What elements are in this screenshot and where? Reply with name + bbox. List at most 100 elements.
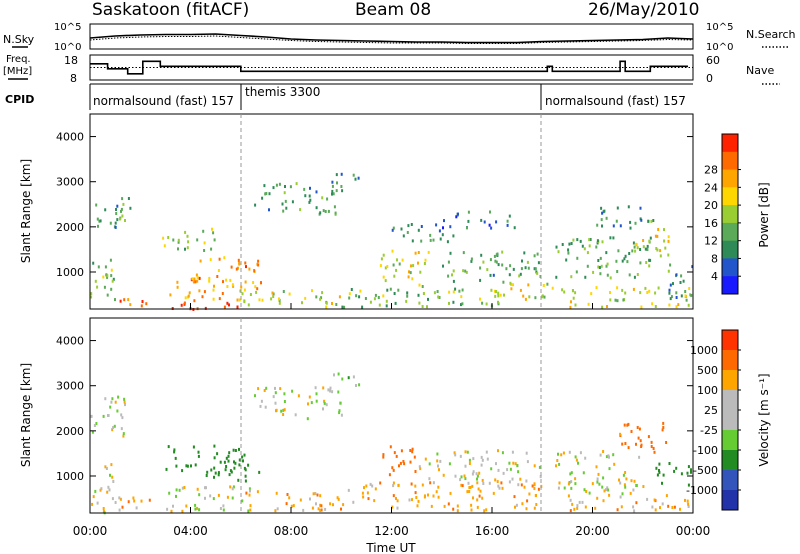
power-cell	[680, 274, 683, 278]
power-cell	[397, 288, 400, 292]
velocity-cell	[329, 386, 332, 390]
power-cell	[406, 291, 409, 295]
power-cell	[191, 277, 194, 281]
velocity-cell	[437, 464, 439, 468]
velocity-cell	[314, 386, 317, 390]
power-cell	[382, 253, 385, 257]
station-title: Saskatoon (fitACF)	[92, 0, 249, 20]
velocity-cell	[563, 486, 566, 490]
power-cell	[494, 259, 497, 263]
power-cell	[639, 261, 642, 265]
velocity-cell	[226, 495, 229, 499]
power-cell	[398, 262, 401, 266]
velocity-cell	[362, 495, 365, 499]
velocity-cell	[605, 455, 608, 459]
velocity-cell	[511, 450, 514, 454]
power-colorbar-tick-label: 8	[711, 252, 718, 265]
velocity-cell	[123, 400, 126, 404]
power-cell	[311, 289, 313, 293]
power-cell	[586, 264, 589, 268]
power-cells	[90, 172, 694, 311]
velocity-cell	[174, 456, 177, 460]
power-cell	[257, 263, 260, 267]
velocity-cell	[456, 509, 459, 513]
power-cell	[211, 227, 213, 231]
velocity-cell	[133, 499, 136, 503]
velocity-cell	[238, 463, 241, 467]
power-cell	[284, 199, 287, 203]
velocity-cell	[323, 399, 326, 403]
velocity-cell	[650, 440, 653, 444]
xtick-label: 00:00	[73, 524, 108, 538]
power-cell	[208, 279, 211, 283]
velocity-cell	[585, 490, 588, 493]
velocity-cell	[456, 504, 459, 508]
power-cell	[646, 291, 649, 294]
power-cell	[614, 298, 617, 302]
velocity-cell	[388, 473, 391, 477]
power-cell	[609, 236, 612, 240]
power-cell	[412, 264, 415, 268]
power-cell	[645, 261, 648, 264]
power-cell	[615, 219, 618, 223]
power-cell	[675, 291, 678, 295]
power-cell	[271, 291, 274, 295]
power-colorbar-tick-label: 20	[704, 199, 718, 212]
power-cell	[237, 266, 239, 270]
power-cell	[109, 258, 112, 262]
velocity-cell	[91, 430, 94, 434]
power-cell	[650, 219, 653, 223]
velocity-cell	[260, 399, 263, 403]
power-cell	[198, 276, 201, 280]
power-cell	[501, 263, 504, 267]
xtick-label: 00:00	[676, 524, 711, 538]
power-cell	[634, 242, 637, 246]
velocity-cell	[635, 501, 638, 505]
power-cell	[648, 289, 651, 293]
velocity-cell	[555, 464, 557, 468]
power-cell	[112, 277, 115, 281]
velocity-cell	[467, 481, 470, 485]
power-cell	[275, 183, 278, 187]
power-cell	[622, 298, 625, 302]
power-cell	[94, 279, 97, 283]
velocity-cell	[468, 458, 471, 462]
power-cell	[621, 259, 624, 263]
power-cell	[494, 289, 496, 293]
velocity-cell	[395, 454, 398, 458]
power-cell	[129, 303, 132, 307]
power-cell	[361, 305, 364, 309]
velocity-colorbar-tick-label: 100	[697, 384, 718, 397]
power-cell	[104, 265, 107, 269]
power-background	[90, 114, 693, 309]
power-cell	[231, 283, 234, 287]
velocity-cell	[471, 484, 474, 488]
velocity-cell	[492, 491, 495, 495]
power-cell	[325, 305, 328, 309]
power-cell	[629, 220, 632, 224]
velocity-cell	[658, 470, 661, 474]
power-cell	[111, 279, 114, 283]
power-cell	[253, 269, 256, 273]
velocity-cell	[478, 471, 481, 475]
power-cell	[203, 249, 206, 252]
velocity-cell	[497, 449, 499, 453]
power-cell	[493, 254, 496, 258]
velocity-cell	[514, 505, 516, 509]
power-cell	[596, 239, 599, 243]
power-cell	[217, 269, 220, 272]
velocity-cell	[588, 491, 591, 495]
velocity-cell	[140, 499, 143, 503]
velocity-cell	[569, 509, 572, 513]
power-cell	[421, 305, 424, 308]
power-cell	[685, 298, 688, 302]
velocity-cell	[319, 494, 322, 498]
velocity-cell	[613, 462, 616, 466]
velocity-cell	[608, 467, 611, 471]
velocity-cell	[460, 475, 463, 479]
velocity-cell	[630, 479, 633, 483]
velocity-cell	[627, 422, 630, 426]
velocity-cell	[494, 478, 497, 482]
power-cell	[114, 225, 117, 229]
velocity-cell	[562, 451, 565, 455]
